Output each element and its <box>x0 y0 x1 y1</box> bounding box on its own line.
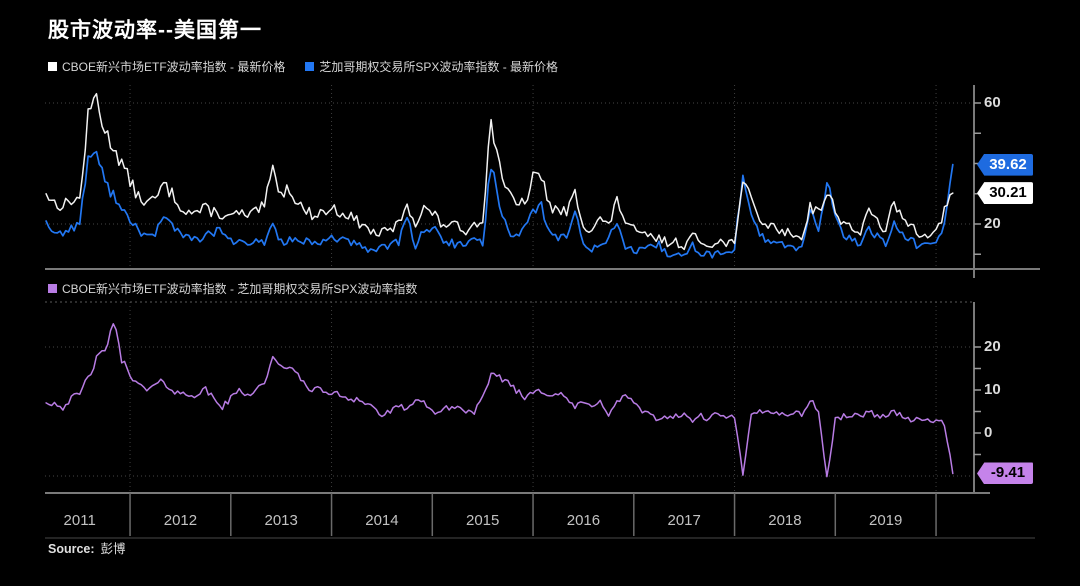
y-tick-label: 0 <box>984 424 992 441</box>
x-axis-year-label: 2011 <box>45 512 115 529</box>
y-tick-label: 60 <box>984 94 1001 111</box>
source-value: 彭博 <box>101 542 126 556</box>
value-badge: -9.41 <box>977 462 1033 484</box>
spx-vol-line <box>46 152 953 258</box>
x-axis-year-label: 2016 <box>548 512 618 529</box>
source-line: Source: 彭博 <box>48 538 126 557</box>
x-axis-year-label: 2019 <box>851 512 921 529</box>
y-tick-label: 20 <box>984 338 1001 355</box>
x-axis-year-label: 2017 <box>649 512 719 529</box>
chart-canvas <box>0 0 1080 586</box>
x-axis-year-label: 2014 <box>347 512 417 529</box>
x-axis-year-label: 2012 <box>145 512 215 529</box>
y-tick-label: 10 <box>984 381 1001 398</box>
spread-line <box>46 324 953 477</box>
bloomberg-volatility-chart: 股市波动率--美国第一 CBOE新兴市场ETF波动率指数 - 最新价格 芝加哥期… <box>0 0 1080 586</box>
x-axis-year-label: 2015 <box>448 512 518 529</box>
source-label: Source: <box>48 542 95 556</box>
value-badge: 30.21 <box>977 182 1033 204</box>
x-axis-year-label: 2018 <box>750 512 820 529</box>
y-tick-label: 20 <box>984 215 1001 232</box>
value-badge: 39.62 <box>977 154 1033 176</box>
x-axis-year-label: 2013 <box>246 512 316 529</box>
